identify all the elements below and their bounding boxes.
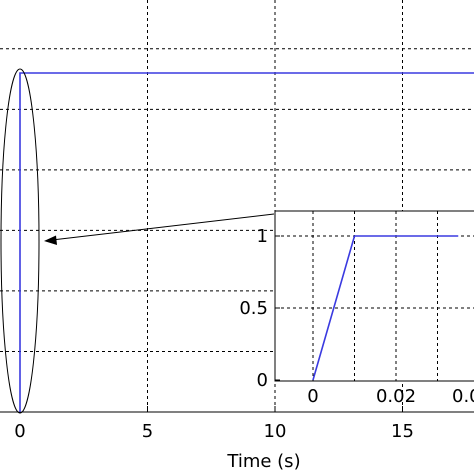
main-axes-frame bbox=[0, 411, 474, 413]
main-series-line bbox=[19, 72, 474, 412]
inset-x-tick-label: 0.02 bbox=[376, 386, 416, 407]
x-axis-label: Time (s) bbox=[226, 451, 300, 472]
inset-plot: 0 0.5 1 0 0.02 0.0 bbox=[239, 210, 474, 407]
inset-y-tick-label: 0 bbox=[257, 370, 268, 391]
inset-background bbox=[274, 210, 474, 382]
inset-x-tick-label: 0 bbox=[307, 386, 318, 407]
inset-ticks: 0 0.5 1 0 0.02 0.0 bbox=[239, 226, 474, 407]
inset-series bbox=[312, 235, 459, 381]
main-x-tick-label: 10 bbox=[264, 421, 287, 442]
zoom-ellipse bbox=[0, 68, 40, 414]
main-x-ticks: 0 5 10 15 bbox=[14, 406, 414, 442]
zoom-arrow bbox=[44, 213, 275, 245]
inset-grid bbox=[275, 211, 474, 381]
inset-series-line bbox=[312, 235, 459, 381]
main-x-tick-label: 0 bbox=[14, 421, 25, 442]
main-series bbox=[19, 72, 474, 412]
main-x-tick-label: 5 bbox=[142, 421, 153, 442]
inset-y-tick-label: 0.5 bbox=[239, 298, 268, 319]
inset-x-tick-label: 0.0 bbox=[452, 386, 474, 407]
main-grid bbox=[0, 0, 474, 412]
inset-y-tick-label: 1 bbox=[257, 226, 268, 247]
main-x-tick-label: 15 bbox=[391, 421, 414, 442]
